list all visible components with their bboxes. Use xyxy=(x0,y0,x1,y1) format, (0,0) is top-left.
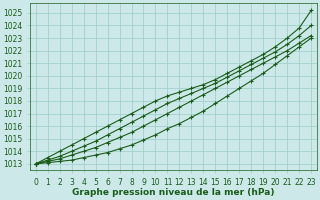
X-axis label: Graphe pression niveau de la mer (hPa): Graphe pression niveau de la mer (hPa) xyxy=(72,188,275,197)
